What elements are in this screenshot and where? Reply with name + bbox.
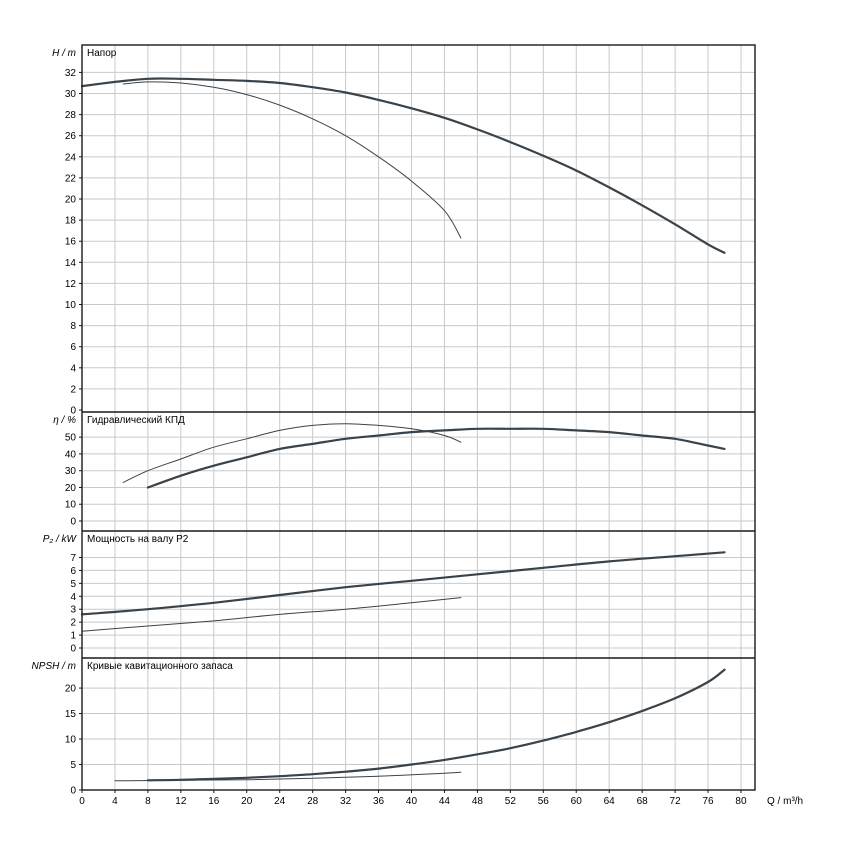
y-tick-label: 1	[70, 631, 76, 642]
y-tick-label: 5	[70, 760, 76, 771]
x-tick-label: 12	[175, 796, 187, 807]
x-tick-label: 24	[274, 796, 286, 807]
y-tick-label: 18	[65, 216, 77, 227]
x-tick-label: 20	[241, 796, 253, 807]
y-tick-label: 8	[70, 321, 76, 332]
x-tick-label: 8	[145, 796, 151, 807]
x-tick-label: 4	[112, 796, 118, 807]
y-tick-label: 15	[65, 709, 77, 720]
y-tick-label: 12	[65, 279, 77, 290]
y-tick-label: 6	[70, 566, 76, 577]
y-tick-label: 4	[70, 363, 76, 374]
npsh-trimmed-impeller	[114, 771, 462, 782]
y-tick-label: 3	[70, 605, 76, 616]
y-tick-label: 50	[65, 433, 77, 444]
y-tick-label: 20	[65, 195, 77, 206]
x-tick-label: 60	[571, 796, 583, 807]
efficiency-trimmed-impeller	[122, 423, 462, 483]
x-tick-label: 80	[735, 796, 747, 807]
y-tick-label: 10	[65, 500, 77, 511]
x-tick-label: 40	[406, 796, 418, 807]
y-tick-label: 14	[65, 258, 77, 269]
y-tick-label: 30	[65, 89, 77, 100]
x-tick-label: 64	[604, 796, 616, 807]
y-tick-label: 0	[70, 517, 76, 528]
y-tick-label: 2	[70, 618, 76, 629]
x-tick-label: 32	[340, 796, 352, 807]
y-axis-unit-label: P₂ / kW	[43, 534, 78, 545]
x-tick-label: 76	[702, 796, 714, 807]
y-tick-label: 26	[65, 131, 77, 142]
y-axis-unit-label: η / %	[53, 415, 76, 426]
panel-title: Кривые кавитационного запаса	[87, 661, 233, 672]
y-tick-label: 5	[70, 579, 76, 590]
npsh-full-impeller	[146, 668, 726, 782]
y-tick-label: 10	[65, 300, 77, 311]
y-tick-label: 28	[65, 110, 77, 121]
y-tick-label: 16	[65, 237, 77, 248]
y-tick-label: 22	[65, 173, 77, 184]
x-tick-label: 52	[505, 796, 517, 807]
x-tick-label: 44	[439, 796, 451, 807]
x-tick-label: 72	[670, 796, 682, 807]
y-tick-label: 32	[65, 68, 77, 79]
y-tick-label: 20	[65, 483, 77, 494]
frame	[79, 44, 756, 793]
y-tick-label: 20	[65, 684, 77, 695]
y-tick-label: 30	[65, 466, 77, 477]
x-tick-label: 48	[472, 796, 484, 807]
head-full-impeller	[80, 77, 726, 254]
x-tick-label: 16	[208, 796, 220, 807]
y-tick-label: 0	[70, 644, 76, 655]
panel-title: Напор	[87, 48, 117, 59]
x-tick-label: 56	[538, 796, 550, 807]
y-tick-label: 10	[65, 735, 77, 746]
y-tick-label: 7	[70, 553, 76, 564]
x-axis-unit-label: Q / m³/h	[767, 796, 803, 807]
y-tick-label: 6	[70, 342, 76, 353]
power-trimmed-impeller	[81, 597, 462, 632]
efficiency-full-impeller	[146, 427, 726, 489]
y-axis-unit-label: NPSH / m	[32, 661, 76, 672]
y-tick-label: 40	[65, 449, 77, 460]
curves	[80, 77, 726, 782]
x-tick-label: 28	[307, 796, 319, 807]
y-tick-label: 4	[70, 592, 76, 603]
panel-title: Мощность на валу P2	[87, 534, 189, 545]
y-tick-label: 0	[70, 406, 76, 417]
power-full-impeller	[80, 551, 726, 616]
y-axis-unit-label: H / m	[52, 48, 76, 59]
head-trimmed-impeller	[122, 81, 462, 239]
x-tick-label: 0	[79, 796, 85, 807]
chart-border	[81, 44, 756, 791]
y-tick-label: 24	[65, 152, 77, 163]
y-tick-label: 0	[70, 786, 76, 797]
x-tick-label: 68	[637, 796, 649, 807]
y-tick-label: 2	[70, 384, 76, 395]
panel-title: Гидравлический КПД	[87, 415, 185, 426]
x-tick-label: 36	[373, 796, 385, 807]
